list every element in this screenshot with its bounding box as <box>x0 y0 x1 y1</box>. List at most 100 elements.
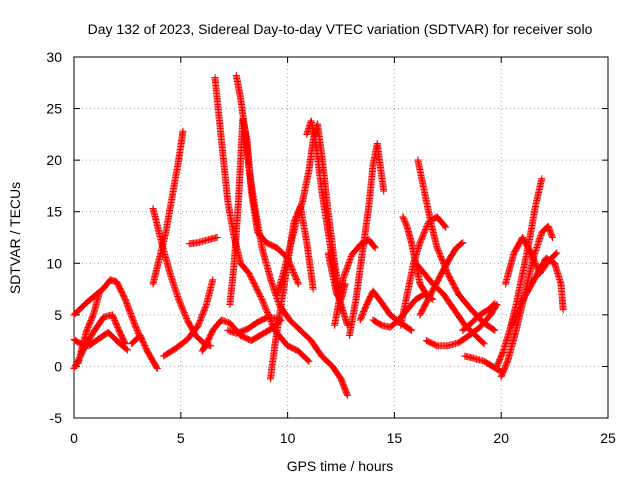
point-marker <box>365 163 377 211</box>
point-marker <box>243 319 260 333</box>
point-marker <box>296 326 314 344</box>
point-marker <box>452 240 466 252</box>
y-tick-label: 20 <box>46 152 62 168</box>
point-marker <box>324 249 336 276</box>
point-marker <box>455 332 472 347</box>
y-tick-label: 10 <box>46 255 62 271</box>
chart-title: Day 132 of 2023, Sidereal Day-to-day VTE… <box>88 21 593 37</box>
point-marker <box>337 375 351 398</box>
point-marker <box>459 239 467 247</box>
data-points <box>70 72 567 399</box>
point-marker <box>493 348 507 370</box>
point-marker <box>96 288 104 296</box>
point-marker <box>378 299 393 318</box>
point-marker <box>279 245 293 278</box>
point-marker <box>512 271 526 308</box>
point-marker <box>559 306 567 314</box>
point-marker <box>309 285 317 293</box>
point-marker <box>162 194 176 236</box>
point-marker <box>262 239 280 251</box>
point-marker <box>480 357 495 370</box>
point-marker <box>499 328 513 355</box>
point-marker <box>258 244 274 281</box>
point-marker <box>455 290 474 312</box>
series-arc28 <box>422 301 501 350</box>
point-marker <box>115 326 129 346</box>
point-marker <box>356 302 370 324</box>
series-arc24 <box>399 213 430 298</box>
point-marker <box>491 326 499 334</box>
point-marker <box>235 117 247 205</box>
point-marker <box>183 323 201 344</box>
point-marker <box>352 251 366 303</box>
point-marker <box>158 239 174 276</box>
point-marker <box>314 120 326 157</box>
x-tick-label: 20 <box>493 430 509 446</box>
point-marker <box>209 276 217 284</box>
series-arc11 <box>211 74 313 365</box>
point-marker <box>440 290 457 312</box>
point-marker <box>373 140 387 193</box>
point-marker <box>209 317 224 334</box>
point-marker <box>108 311 122 333</box>
series-arc6 <box>149 127 187 288</box>
point-marker <box>476 306 491 319</box>
point-marker <box>318 352 335 369</box>
point-marker <box>343 391 351 399</box>
point-marker <box>525 204 539 247</box>
point-marker <box>416 280 430 297</box>
point-marker <box>89 290 103 319</box>
point-marker <box>192 332 207 347</box>
point-marker <box>544 250 560 265</box>
point-marker <box>484 301 498 314</box>
point-marker <box>284 342 301 354</box>
point-marker <box>407 326 415 334</box>
point-marker <box>91 314 107 333</box>
point-marker <box>83 312 97 334</box>
point-marker <box>358 204 373 257</box>
point-marker <box>241 125 253 173</box>
point-marker <box>491 300 499 308</box>
point-marker <box>497 359 511 381</box>
point-marker <box>85 337 100 350</box>
point-marker <box>369 316 384 328</box>
point-marker <box>318 151 332 214</box>
point-marker <box>553 249 561 257</box>
point-marker <box>519 234 534 256</box>
point-marker <box>427 218 441 250</box>
point-marker <box>220 156 232 204</box>
point-marker <box>403 223 415 245</box>
series-arc29 <box>459 300 499 334</box>
series-arc27 <box>416 239 467 319</box>
point-marker <box>168 158 182 200</box>
point-marker <box>175 295 191 322</box>
point-marker <box>450 306 468 328</box>
point-marker <box>371 244 379 252</box>
point-marker <box>70 306 83 319</box>
y-tick-label: 15 <box>46 204 62 220</box>
point-marker <box>160 345 179 360</box>
point-marker <box>318 187 332 235</box>
point-marker <box>420 270 436 287</box>
y-axis-label: SDTVAR / TECUs <box>7 182 23 294</box>
series-arc8 <box>160 276 217 360</box>
point-marker <box>115 339 130 353</box>
y-tick-label: 25 <box>46 101 62 117</box>
point-marker <box>504 328 520 365</box>
point-marker <box>459 320 474 334</box>
point-marker <box>267 343 279 383</box>
y-tick-label: 0 <box>54 358 62 374</box>
y-tick-label: 30 <box>46 49 62 65</box>
point-marker <box>422 337 440 349</box>
point-marker <box>311 136 326 193</box>
point-marker <box>480 340 488 348</box>
point-marker <box>329 362 344 382</box>
point-marker <box>303 239 317 291</box>
point-marker <box>538 175 546 183</box>
point-marker <box>446 245 459 262</box>
point-marker <box>433 213 449 230</box>
point-marker <box>173 337 190 352</box>
plot-frame <box>73 56 609 419</box>
point-marker <box>476 312 493 331</box>
